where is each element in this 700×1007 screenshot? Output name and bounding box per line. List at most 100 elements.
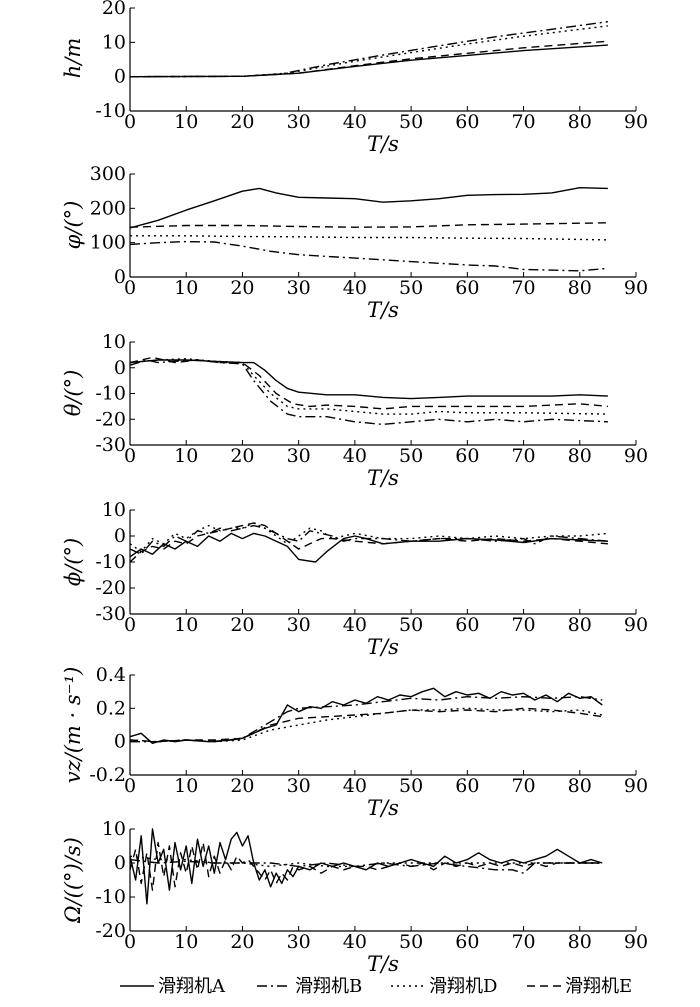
x-tick-label: 80 [568,445,592,467]
y-axis-label: h/m [61,38,85,79]
panel-2: 0 10 20 30 40 50 60 70 80 90 0 100 200 300 T/s φ/(°) [61,163,648,322]
x-tick-label: 80 [568,931,592,953]
x-tick-label: 50 [399,111,423,133]
legend-label-B: 滑翔机B [295,976,362,997]
series-line-E [129,522,608,563]
y-axis-label: θ/(°) [61,370,85,417]
x-axis-label: T/s [367,466,399,490]
y-tick-label: -20 [95,408,126,430]
x-tick-label: 70 [511,277,535,299]
x-axis-label: T/s [367,635,399,659]
y-tick-label: -10 [95,886,126,908]
series-line-B [129,21,608,78]
x-tick-label: 10 [174,111,198,133]
x-tick-label: 50 [399,775,423,797]
x-tick-label: 10 [174,277,198,299]
series-line-E [129,222,608,228]
series-line-D [129,358,608,415]
x-tick-label: 90 [624,277,648,299]
y-tick-label: 10 [102,331,126,353]
x-axis-label: T/s [367,298,399,322]
x-tick-label: 30 [287,445,311,467]
series-line-B [129,524,608,555]
x-tick-label: 30 [287,277,311,299]
y-axis-label: vz/(m · s⁻¹) [61,667,85,784]
y-tick-label: 0.2 [96,697,126,719]
y-tick-label: 100 [90,232,126,254]
series-line-A [129,359,608,400]
y-tick-label: -10 [95,100,126,122]
y-tick-label: -20 [95,577,126,599]
series-line-B [129,240,608,272]
y-tick-label: 0 [114,357,126,379]
x-tick-label: 60 [455,277,479,299]
x-tick-label: 0 [124,775,136,797]
x-tick-label: 60 [455,614,479,636]
x-tick-label: 20 [230,277,254,299]
series-line-E [129,40,608,78]
x-tick-label: 70 [511,775,535,797]
legend-label-A: 滑翔机A [158,976,226,997]
x-tick-label: 70 [511,111,535,133]
x-tick-label: 30 [287,111,311,133]
x-tick-label: 80 [568,277,592,299]
x-axis-label: T/s [367,796,399,820]
series-line-B [129,359,608,426]
x-tick-label: 20 [230,931,254,953]
x-tick-label: 50 [399,277,423,299]
y-tick-label: -20 [95,920,126,942]
y-tick-label: -10 [95,383,126,405]
y-axis-label: ϕ/(°) [61,538,85,586]
y-axis-label: φ/(°) [61,201,85,250]
y-tick-label: 0 [114,731,126,753]
series-line-B [129,858,603,874]
y-tick-label: 10 [102,499,126,521]
series-line-E [129,707,603,743]
x-tick-label: 30 [287,614,311,636]
x-tick-label: 10 [174,445,198,467]
legend: 滑翔机A 滑翔机B 滑翔机D 滑翔机E [120,976,632,997]
x-tick-label: 80 [568,111,592,133]
panel-6: 0 10 20 30 40 50 60 70 80 90 -20 -10 0 10 T/s Ω/((°)/s) [61,818,648,976]
x-tick-label: 10 [174,931,198,953]
x-tick-label: 10 [174,614,198,636]
x-tick-label: 0 [124,111,136,133]
series-line-D [130,235,608,241]
x-tick-label: 90 [624,775,648,797]
x-tick-label: 20 [230,614,254,636]
x-tick-label: 50 [399,445,423,467]
series-line-A [129,44,608,78]
y-tick-label: -10 [95,551,126,573]
y-tick-label: -30 [95,603,126,625]
y-tick-label: 10 [102,31,126,53]
x-tick-label: 20 [230,445,254,467]
x-tick-label: 90 [624,614,648,636]
y-tick-label: 0 [114,266,126,288]
x-tick-label: 0 [124,614,136,636]
x-tick-label: 0 [124,445,136,467]
y-tick-label: 0 [114,852,126,874]
y-tick-label: 0 [114,66,126,88]
y-tick-label: 20 [102,0,126,19]
x-tick-label: 50 [399,931,423,953]
y-tick-label: 200 [90,197,126,219]
series-line-D [129,707,603,743]
x-tick-label: 40 [343,614,367,636]
y-tick-label: 300 [90,163,126,185]
x-tick-label: 80 [568,775,592,797]
series-line-B [130,696,603,743]
x-tick-label: 90 [624,445,648,467]
x-tick-label: 90 [624,111,648,133]
y-tick-label: 0 [114,525,126,547]
x-tick-label: 20 [230,111,254,133]
x-tick-label: 40 [343,931,367,953]
series-line-D [129,522,608,553]
x-tick-label: 30 [287,775,311,797]
x-tick-label: 80 [568,614,592,636]
series-line-D [129,25,608,78]
panel-5: 0 10 20 30 40 50 60 70 80 90-0.200.20.4T/svz/(m ·… [61,664,648,820]
x-tick-label: 30 [287,931,311,953]
x-tick-label: 70 [511,614,535,636]
